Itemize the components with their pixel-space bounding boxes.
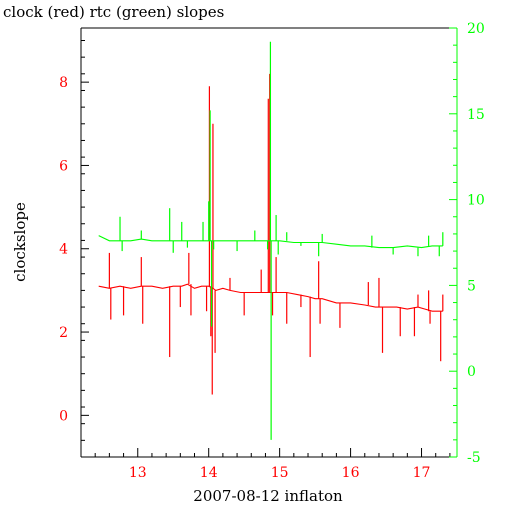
- x-tick-label: 16: [342, 465, 360, 481]
- series-line-rtc: [98, 235, 443, 249]
- y-right-tick-label: -5: [467, 450, 481, 466]
- axes-layer: 13 14 15 16 17 0 2 4 6 8 -5 0 5 10 15 20: [59, 21, 485, 481]
- y-left-tick-label: 2: [59, 325, 68, 341]
- x-tick-label: 17: [413, 465, 431, 481]
- x-tick-label: 13: [129, 465, 147, 481]
- y-axis-label: clockslope: [11, 202, 29, 282]
- y-right-tick-label: 20: [467, 21, 485, 37]
- chart-title: clock (red) rtc (green) slopes: [3, 3, 224, 21]
- y-right-tick-label: 10: [467, 193, 485, 209]
- y-left-tick-label: 0: [59, 408, 68, 424]
- plot-layer: [98, 41, 444, 440]
- x-axis-label: 2007-08-12 inflaton: [193, 487, 343, 505]
- x-tick-label: 15: [271, 465, 289, 481]
- y-right-tick-label: 0: [467, 364, 476, 380]
- y-left-tick-label: 4: [59, 242, 68, 258]
- y-left-tick-label: 8: [59, 75, 68, 91]
- x-tick-label: 14: [200, 465, 218, 481]
- y-right-tick-label: 5: [467, 278, 476, 294]
- y-right-tick-label: 15: [467, 107, 485, 123]
- series-line-clock: [98, 283, 443, 312]
- y-left-tick-label: 6: [59, 158, 68, 174]
